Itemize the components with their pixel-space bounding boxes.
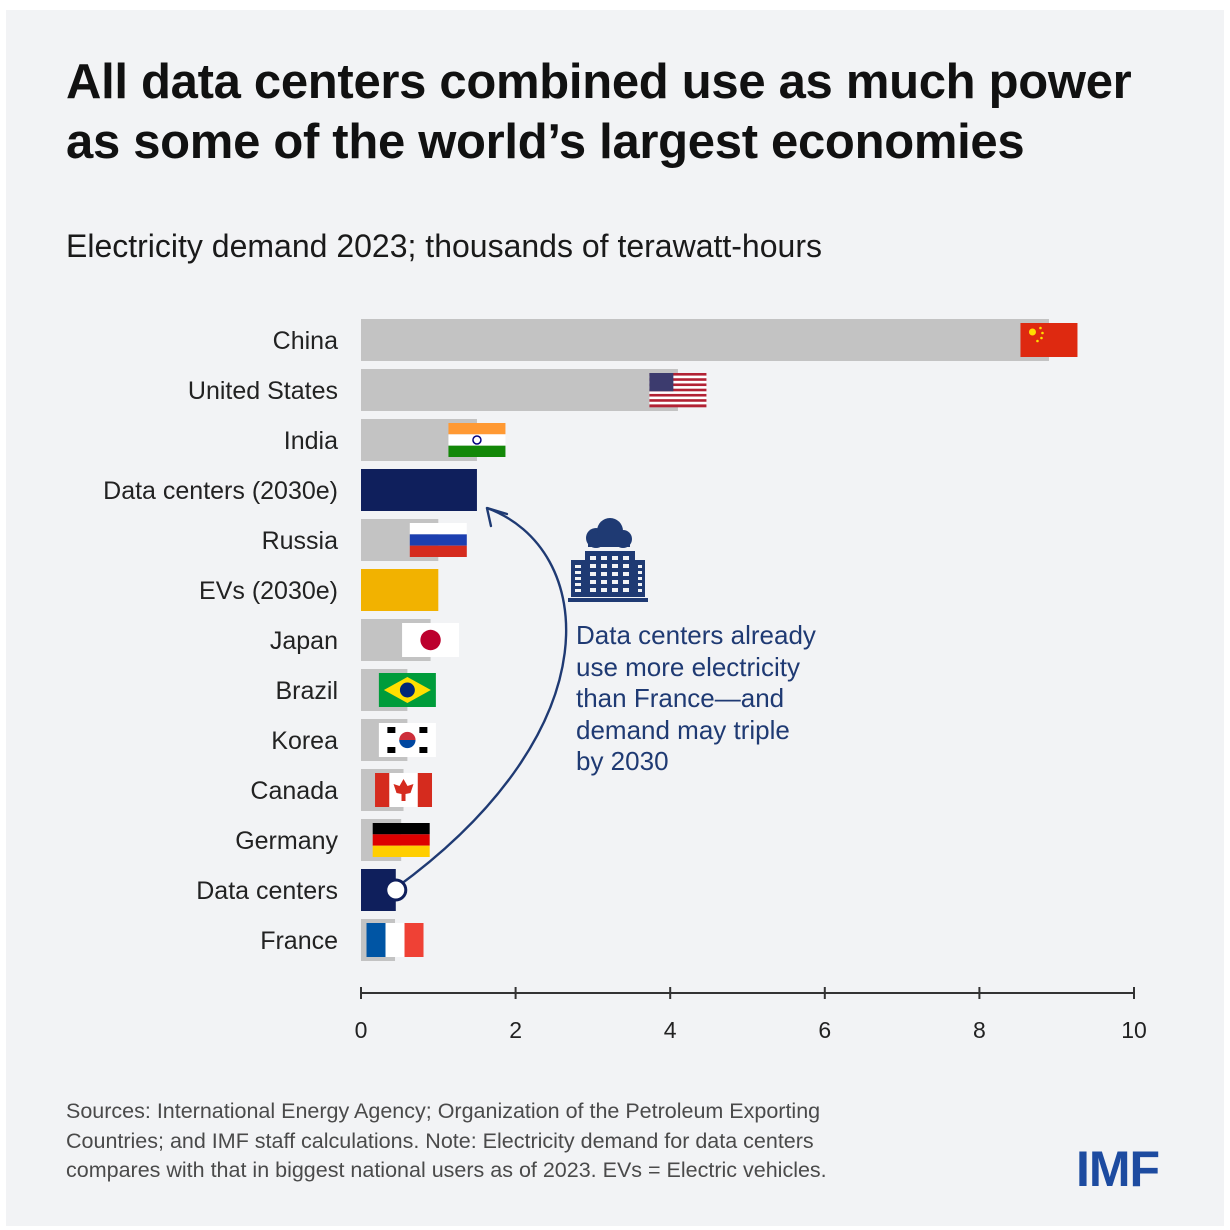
korea-flag-icon bbox=[378, 723, 436, 757]
india-flag-icon bbox=[448, 423, 506, 457]
france-flag-icon bbox=[366, 923, 424, 957]
annotation-text: Data centers already use more electricit… bbox=[576, 620, 846, 778]
bar-china bbox=[361, 319, 1049, 361]
category-label: Data centers (2030e) bbox=[103, 477, 338, 505]
cloud-building-icon bbox=[568, 518, 648, 602]
russia-flag-icon bbox=[409, 523, 467, 557]
bar-united-states bbox=[361, 369, 678, 411]
annotation-line: Data centers already bbox=[576, 620, 816, 650]
source-line: Sources: International Energy Agency; Or… bbox=[66, 1099, 821, 1123]
arrow-origin-dot bbox=[384, 878, 408, 902]
us-flag-icon bbox=[649, 373, 707, 408]
chart-title: All data centers combined use as much po… bbox=[66, 55, 1132, 169]
category-label: Russia bbox=[262, 527, 339, 555]
x-tick-label: 10 bbox=[1121, 1017, 1147, 1043]
annotation-line: by 2030 bbox=[576, 746, 669, 776]
category-label: France bbox=[260, 927, 338, 955]
annotation-line: use more electricity bbox=[576, 651, 800, 682]
source-line: compares with that in biggest national u… bbox=[66, 1158, 827, 1182]
chart-card bbox=[6, 10, 1224, 1226]
category-label: India bbox=[284, 427, 338, 455]
japan-flag-icon bbox=[402, 623, 460, 657]
sources-note: Sources: International Energy Agency; Or… bbox=[66, 1097, 827, 1186]
category-label: China bbox=[273, 327, 338, 355]
category-label: Korea bbox=[271, 727, 338, 755]
category-label: Japan bbox=[270, 627, 338, 655]
chart-subtitle: Electricity demand 2023; thousands of te… bbox=[66, 228, 822, 264]
annotation-arrow bbox=[395, 506, 568, 889]
bar-data-centers-2030e bbox=[361, 469, 477, 511]
bar-evs-2030e bbox=[361, 569, 439, 611]
category-label: Brazil bbox=[275, 677, 338, 705]
category-label: Canada bbox=[250, 777, 338, 805]
brazil-flag-icon bbox=[378, 673, 436, 707]
imf-logo: IMF bbox=[1076, 1141, 1160, 1197]
category-label: Germany bbox=[235, 827, 338, 855]
annotation-line: demand may triple bbox=[576, 714, 790, 745]
arrowhead bbox=[485, 506, 509, 528]
china-flag-icon bbox=[1020, 323, 1078, 357]
germany-flag-icon bbox=[372, 823, 430, 857]
x-tick-label: 8 bbox=[973, 1017, 986, 1043]
x-tick-label: 0 bbox=[355, 1017, 368, 1043]
x-tick-label: 2 bbox=[509, 1017, 522, 1043]
source-line: Countries; and IMF staff calculations. N… bbox=[66, 1128, 814, 1153]
category-label: EVs (2030e) bbox=[199, 577, 338, 605]
x-tick-label: 4 bbox=[664, 1017, 677, 1043]
x-tick-label: 6 bbox=[818, 1017, 831, 1043]
annotation-line: than France—and bbox=[576, 683, 785, 713]
category-label: United States bbox=[188, 377, 338, 405]
canada-flag-icon bbox=[375, 773, 433, 807]
category-label: Data centers bbox=[196, 877, 338, 905]
